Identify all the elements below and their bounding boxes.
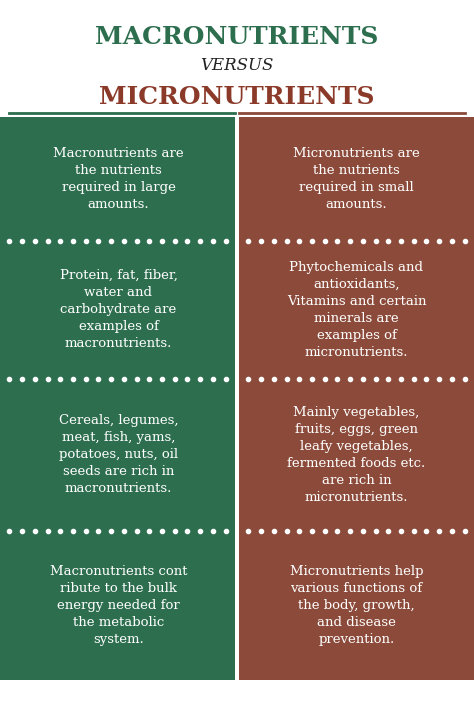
Text: Micronutrients are
the nutrients
required in small
amounts.: Micronutrients are the nutrients require… xyxy=(293,147,420,211)
Text: Phytochemicals and
antioxidants,
Vitamins and certain
minerals are
examples of
m: Phytochemicals and antioxidants, Vitamin… xyxy=(287,261,426,359)
Text: MACRONUTRIENTS: MACRONUTRIENTS xyxy=(95,25,379,49)
Text: Macronutrients cont
ribute to the bulk
energy needed for
the metabolic
system.: Macronutrients cont ribute to the bulk e… xyxy=(50,565,187,646)
Text: MICRONUTRIENTS: MICRONUTRIENTS xyxy=(99,85,375,109)
Text: Mainly vegetables,
fruits, eggs, green
leafy vegetables,
fermented foods etc.
ar: Mainly vegetables, fruits, eggs, green l… xyxy=(287,406,426,504)
Text: Macronutrients are
the nutrients
required in large
amounts.: Macronutrients are the nutrients require… xyxy=(53,147,184,211)
Bar xyxy=(0,117,235,241)
Text: Cereals, legumes,
meat, fish, yams,
potatoes, nuts, oil
seeds are rich in
macron: Cereals, legumes, meat, fish, yams, pota… xyxy=(59,414,178,496)
Text: Pediaa.com: Pediaa.com xyxy=(14,690,79,700)
Bar xyxy=(0,531,235,680)
Text: Protein, fat, fiber,
water and
carbohydrate are
examples of
macronutrients.: Protein, fat, fiber, water and carbohydr… xyxy=(60,269,177,350)
Bar xyxy=(0,379,235,531)
Bar xyxy=(239,379,474,531)
Bar xyxy=(239,241,474,379)
Text: Micronutrients help
various functions of
the body, growth,
and disease
preventio: Micronutrients help various functions of… xyxy=(290,565,423,646)
Bar xyxy=(0,241,235,379)
Bar xyxy=(239,531,474,680)
Bar xyxy=(239,117,474,241)
Text: VERSUS: VERSUS xyxy=(201,57,273,74)
